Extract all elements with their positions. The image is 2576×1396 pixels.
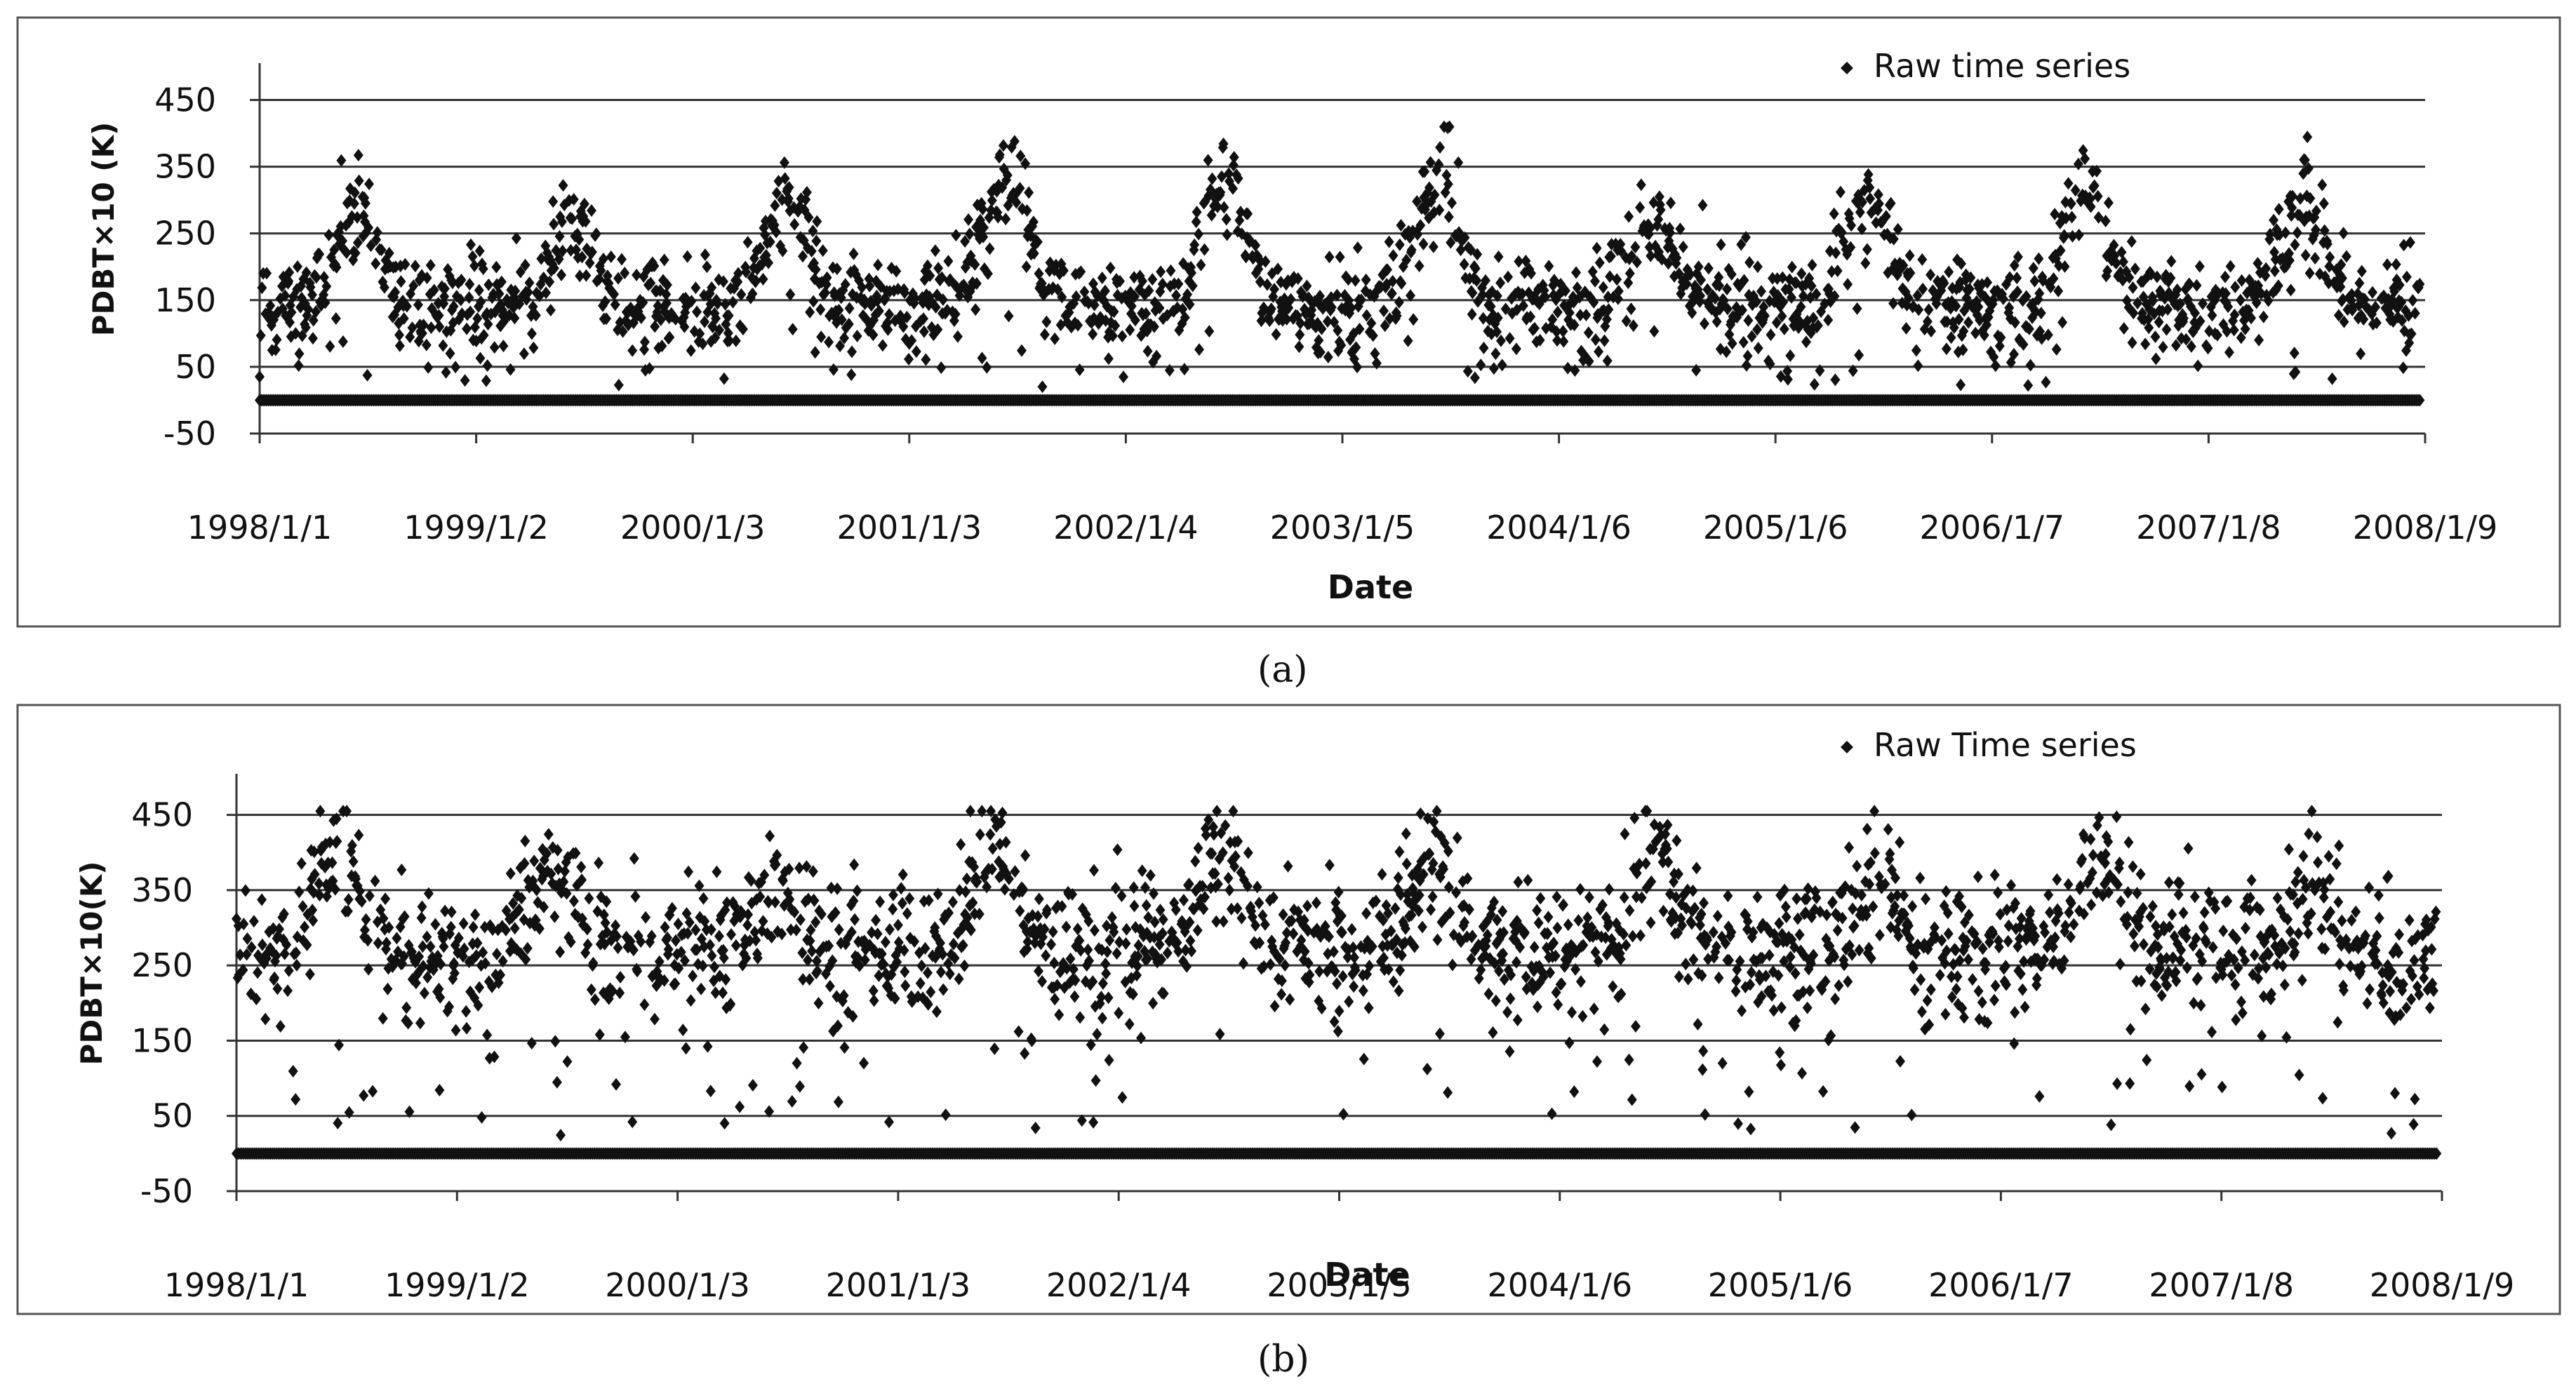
y-axis-title: PDBT×10(K)	[74, 861, 109, 1066]
y-tick-label: -50	[140, 1172, 193, 1210]
x-tick-label: 2007/1/8	[2149, 1266, 2294, 1304]
x-tick-label: 2006/1/7	[1928, 1266, 2074, 1304]
y-tick-label: 50	[152, 1097, 193, 1135]
x-axis-title: Date	[1324, 1256, 1410, 1294]
x-tick-label: 2002/1/4	[1046, 1266, 1192, 1304]
x-tick-label: 2000/1/3	[605, 1266, 750, 1304]
chart-frame	[16, 16, 2561, 628]
x-tick-label: 2005/1/6	[1703, 509, 1848, 546]
series-points-a	[255, 120, 2425, 407]
x-tick-label: 2000/1/3	[620, 509, 766, 546]
x-tick-label: 1998/1/1	[187, 509, 333, 546]
x-tick-label: 2001/1/3	[836, 509, 982, 546]
x-tick-label: 2008/1/9	[2353, 509, 2498, 546]
panel-label-b: (b)	[1257, 1338, 1309, 1381]
y-tick-label: 450	[154, 81, 216, 119]
legend-label: Raw Time series	[1874, 726, 2137, 764]
x-axis-title: Date	[1328, 568, 1413, 606]
chart-frame	[16, 704, 2561, 1315]
y-tick-label: 50	[175, 348, 216, 386]
x-tick-label: 1998/1/1	[164, 1266, 309, 1304]
chart-panel-b: 450 350 250 150 50 -50 1998/1/1 1999/1/2 2000/1/…	[16, 704, 2561, 1315]
y-tick-label: 350	[154, 148, 216, 186]
x-tick-label: 1999/1/2	[385, 1266, 530, 1304]
x-tick-label: 2004/1/6	[1487, 1266, 1632, 1304]
x-tick-label: 2006/1/7	[1919, 509, 2064, 546]
x-tick-label: 2005/1/6	[1708, 1266, 1853, 1304]
y-tick-label: 250	[131, 946, 193, 984]
y-tick-label: -50	[163, 415, 216, 452]
chart-panel-a: 450 350 250 150 50 -50 1998/1/1 1999/1/2 2000/1/…	[16, 16, 2561, 628]
y-tick-label: 150	[154, 281, 216, 319]
x-tick-label: 2007/1/8	[2136, 509, 2281, 546]
x-tick-label: 2002/1/4	[1053, 509, 1199, 546]
y-tick-label: 150	[131, 1021, 193, 1059]
x-tick-label: 2001/1/3	[826, 1266, 971, 1304]
x-tick-label: 2003/1/5	[1270, 509, 1415, 546]
legend-marker	[1841, 62, 1853, 74]
legend-marker	[1841, 741, 1853, 753]
y-axis-title: PDBT×10 (K)	[86, 122, 121, 337]
legend-label: Raw time series	[1874, 47, 2130, 85]
x-tick-label: 2008/1/9	[2370, 1266, 2515, 1304]
x-tick-label: 2004/1/6	[1486, 509, 1631, 546]
y-tick-label: 450	[131, 796, 193, 834]
x-tick-label: 1999/1/2	[403, 509, 549, 546]
y-tick-label: 350	[131, 871, 193, 909]
y-tick-label: 250	[154, 215, 216, 253]
x-tick-label: 2003/1/5	[1267, 1266, 1412, 1304]
panel-label-a: (a)	[1257, 649, 1308, 691]
series-points-b	[232, 805, 2442, 1160]
